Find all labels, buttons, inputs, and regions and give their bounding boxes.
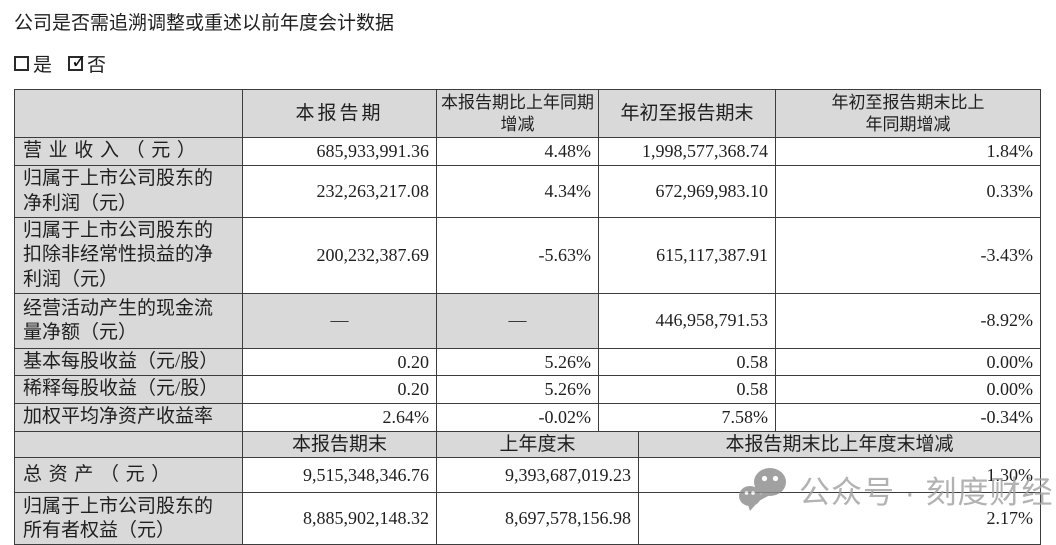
cell-yoy-change: 5.26% xyxy=(436,347,599,377)
cell-current-period: 200,232,387.69 xyxy=(242,217,437,294)
row-shareholders-equity: 归属于上市公司股东的 所有者权益（元） 8,885,902,148.32 8,6… xyxy=(14,492,1041,545)
row-diluted-eps: 稀释每股收益（元/股） 0.20 5.26% 0.58 0.00% xyxy=(14,375,1041,404)
cell-current-period-na: — xyxy=(242,292,437,349)
header-prev-year-end: 上年度末 xyxy=(436,430,639,459)
row-non-recurring-net-profit: 归属于上市公司股东的 扣除非经常性损益的净 利润（元） 200,232,387.… xyxy=(14,217,1041,294)
cell-ytd: 7.58% xyxy=(598,402,776,432)
cell-change: 1.30% xyxy=(638,457,1041,494)
cell-yoy-change: 4.34% xyxy=(436,165,599,218)
header-current-period: 本报告期 xyxy=(242,89,437,138)
restate-options: 是 ✓ 否 xyxy=(14,50,1056,77)
cell-ytd-yoy-change: 0.00% xyxy=(775,375,1041,404)
row-label: 归属于上市公司股东的 所有者权益（元） xyxy=(14,492,243,545)
cell-yoy-change-na: — xyxy=(436,292,599,349)
header-empty xyxy=(14,430,243,459)
row-label: 归属于上市公司股东的 净利润（元） xyxy=(14,165,243,218)
cell-ytd: 1,998,577,368.74 xyxy=(598,137,776,166)
balance-sheet-summary-table: 本报告期末 上年度末 本报告期末比上年度末增减 总资产（元） 9,515,348… xyxy=(14,430,1041,545)
cell-ytd-yoy-change: -0.34% xyxy=(775,402,1041,432)
header-empty xyxy=(14,89,243,138)
key-financials-table: 本报告期 本报告期比上年同期 增减 年初至报告期末 年初至报告期末比上 年同期增… xyxy=(14,89,1041,432)
header-yoy-change: 本报告期比上年同期 增减 xyxy=(436,89,599,138)
cell-period-end: 9,515,348,346.76 xyxy=(242,457,437,494)
intro-section: 公司是否需追溯调整或重述以前年度会计数据 是 ✓ 否 xyxy=(0,0,1056,77)
option-yes: 是 xyxy=(14,50,52,77)
cell-current-period: 232,263,217.08 xyxy=(242,165,437,218)
cell-ytd: 0.58 xyxy=(598,375,776,404)
row-label: 经营活动产生的现金流 量净额（元） xyxy=(14,292,243,349)
row-label: 营业收入（元） xyxy=(14,137,243,166)
cell-ytd-yoy-change: -8.92% xyxy=(775,292,1041,349)
row-weighted-average-roe: 加权平均净资产收益率 2.64% -0.02% 7.58% -0.34% xyxy=(14,402,1041,432)
cell-current-period: 2.64% xyxy=(242,402,437,432)
table-header-row: 本报告期 本报告期比上年同期 增减 年初至报告期末 年初至报告期末比上 年同期增… xyxy=(14,89,1041,138)
header-ytd-yoy-change: 年初至报告期末比上 年同期增减 xyxy=(775,89,1041,138)
cell-yoy-change: -5.63% xyxy=(436,217,599,294)
cell-ytd: 0.58 xyxy=(598,347,776,377)
row-label: 基本每股收益（元/股） xyxy=(14,347,243,377)
cell-ytd-yoy-change: 0.33% xyxy=(775,165,1041,218)
row-operating-cash-flow: 经营活动产生的现金流 量净额（元） — — 446,958,791.53 -8.… xyxy=(14,292,1041,349)
row-net-profit: 归属于上市公司股东的 净利润（元） 232,263,217.08 4.34% 6… xyxy=(14,165,1041,218)
row-label: 归属于上市公司股东的 扣除非经常性损益的净 利润（元） xyxy=(14,217,243,294)
option-no-label: 否 xyxy=(87,55,107,76)
row-label: 稀释每股收益（元/股） xyxy=(14,375,243,404)
row-basic-eps: 基本每股收益（元/股） 0.20 5.26% 0.58 0.00% xyxy=(14,347,1041,377)
cell-current-period: 0.20 xyxy=(242,347,437,377)
cell-yoy-change: 4.48% xyxy=(436,137,599,166)
checkbox-yes[interactable] xyxy=(14,56,29,71)
row-total-assets: 总资产（元） 9,515,348,346.76 9,393,687,019.23… xyxy=(14,457,1041,494)
option-yes-label: 是 xyxy=(33,55,53,76)
cell-prev-year-end: 9,393,687,019.23 xyxy=(436,457,639,494)
cell-ytd: 446,958,791.53 xyxy=(598,292,776,349)
cell-current-period: 0.20 xyxy=(242,375,437,404)
row-label: 加权平均净资产收益率 xyxy=(14,402,243,432)
cell-ytd-yoy-change: 0.00% xyxy=(775,347,1041,377)
table-header-row: 本报告期末 上年度末 本报告期末比上年度末增减 xyxy=(14,430,1041,459)
cell-period-end: 8,885,902,148.32 xyxy=(242,492,437,545)
header-period-end: 本报告期末 xyxy=(242,430,437,459)
cell-change: 2.17% xyxy=(638,492,1041,545)
header-ytd: 年初至报告期末 xyxy=(598,89,776,138)
cell-current-period: 685,933,991.36 xyxy=(242,137,437,166)
cell-ytd-yoy-change: 1.84% xyxy=(775,137,1041,166)
header-period-end-change: 本报告期末比上年度末增减 xyxy=(638,430,1041,459)
cell-prev-year-end: 8,697,578,156.98 xyxy=(436,492,639,545)
checkbox-no-checked[interactable]: ✓ xyxy=(68,53,87,72)
cell-ytd: 615,117,387.91 xyxy=(598,217,776,294)
cell-yoy-change: 5.26% xyxy=(436,375,599,404)
question-text: 公司是否需追溯调整或重述以前年度会计数据 xyxy=(14,13,395,34)
cell-ytd: 672,969,983.10 xyxy=(598,165,776,218)
option-no: ✓ 否 xyxy=(68,50,106,77)
cell-ytd-yoy-change: -3.43% xyxy=(775,217,1041,294)
row-label: 总资产（元） xyxy=(14,457,243,494)
cell-yoy-change: -0.02% xyxy=(436,402,599,432)
row-revenue: 营业收入（元） 685,933,991.36 4.48% 1,998,577,3… xyxy=(14,137,1041,166)
